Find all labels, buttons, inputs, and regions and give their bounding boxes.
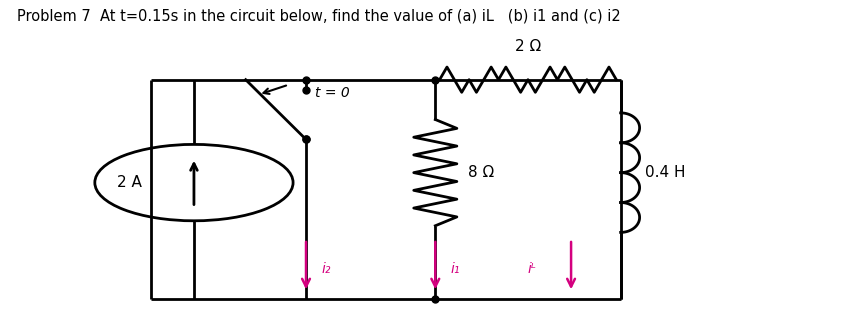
Text: i₁: i₁ bbox=[450, 262, 460, 276]
Text: t = 0: t = 0 bbox=[314, 86, 349, 100]
Text: Problem 7  At t=0.15s in the circuit below, find the value of (a) iL   (b) i1 an: Problem 7 At t=0.15s in the circuit belo… bbox=[17, 8, 620, 23]
Text: 2 Ω: 2 Ω bbox=[514, 39, 541, 54]
Text: iᴸ: iᴸ bbox=[527, 262, 536, 276]
Text: 8 Ω: 8 Ω bbox=[468, 165, 493, 180]
Text: 2 A: 2 A bbox=[117, 175, 142, 190]
Text: i₂: i₂ bbox=[321, 262, 331, 276]
Text: 0.4 H: 0.4 H bbox=[644, 165, 684, 180]
